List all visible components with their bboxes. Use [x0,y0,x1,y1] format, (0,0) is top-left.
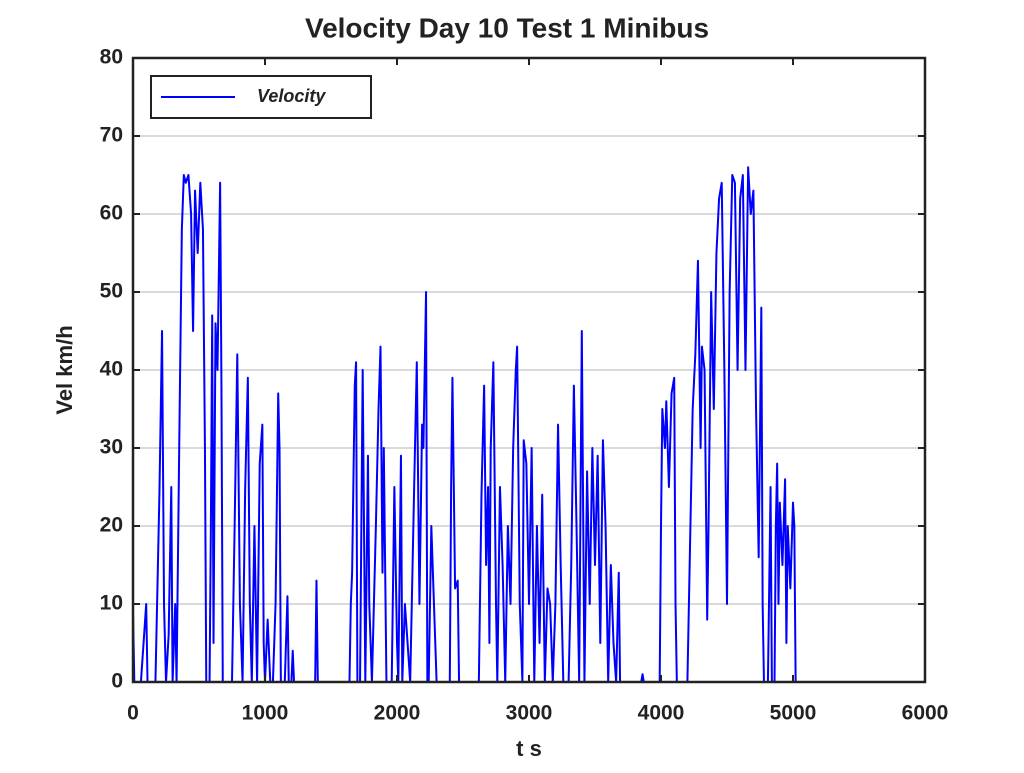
y-tick-label: 30 [100,436,123,459]
y-tick-label: 0 [111,670,123,693]
x-tick-label: 5000 [770,702,817,725]
y-tick-label: 50 [100,280,123,303]
y-tick-label: 60 [100,202,123,225]
legend-label: Velocity [257,86,326,106]
axes: 0 10 20 30 40 50 60 70 80 0 1000 2000 3000 4000 5000 60… [100,46,949,725]
y-tick-label: 20 [100,514,123,537]
y-tick-label: 10 [100,592,123,615]
y-tick-label: 70 [100,124,123,147]
x-tick-label: 0 [127,702,139,725]
series-line [132,166,801,683]
x-tick-label: 3000 [506,702,553,725]
x-tick-label: 2000 [374,702,421,725]
y-tick-label: 40 [100,358,123,381]
plot-area [132,166,801,683]
x-tick-label: 6000 [902,702,949,725]
x-tick-label: 4000 [638,702,685,725]
chart-title: Velocity Day 10 Test 1 Minibus [305,12,709,43]
x-tick-label: 1000 [242,702,289,725]
x-axis-label: t s [516,736,542,761]
y-tick-label: 80 [100,46,123,69]
y-axis-label: Vel km/h [52,325,77,414]
legend: Velocity [150,75,372,119]
axes-frame [131,56,927,684]
